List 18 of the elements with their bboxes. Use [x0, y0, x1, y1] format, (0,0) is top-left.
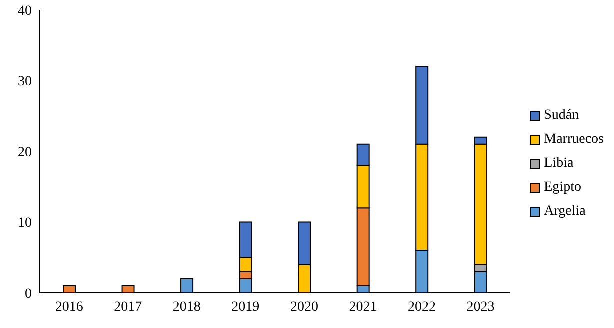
legend-label: Egipto — [544, 180, 582, 196]
y-tick-label: 0 — [25, 286, 32, 302]
legend-label: Marruecos — [544, 132, 604, 148]
x-tick-label: 2017 — [114, 300, 142, 315]
legend-label: Sudán — [544, 108, 580, 124]
y-tick-label: 30 — [18, 74, 32, 90]
x-tick-label: 2016 — [55, 300, 84, 315]
y-tick-label: 10 — [18, 216, 32, 232]
x-tick-label: 2018 — [172, 300, 201, 315]
legend-label: Argelia — [544, 204, 586, 220]
y-tick-label: 20 — [18, 145, 32, 160]
x-tick-label: 2022 — [408, 300, 436, 315]
x-tick-label: 2021 — [349, 300, 378, 315]
x-tick-label: 2023 — [466, 300, 495, 315]
x-tick-label: 2020 — [290, 300, 318, 315]
y-tick-label: 40 — [18, 4, 32, 19]
x-tick-label: 2019 — [232, 300, 260, 315]
legend-label: Libia — [544, 156, 574, 172]
